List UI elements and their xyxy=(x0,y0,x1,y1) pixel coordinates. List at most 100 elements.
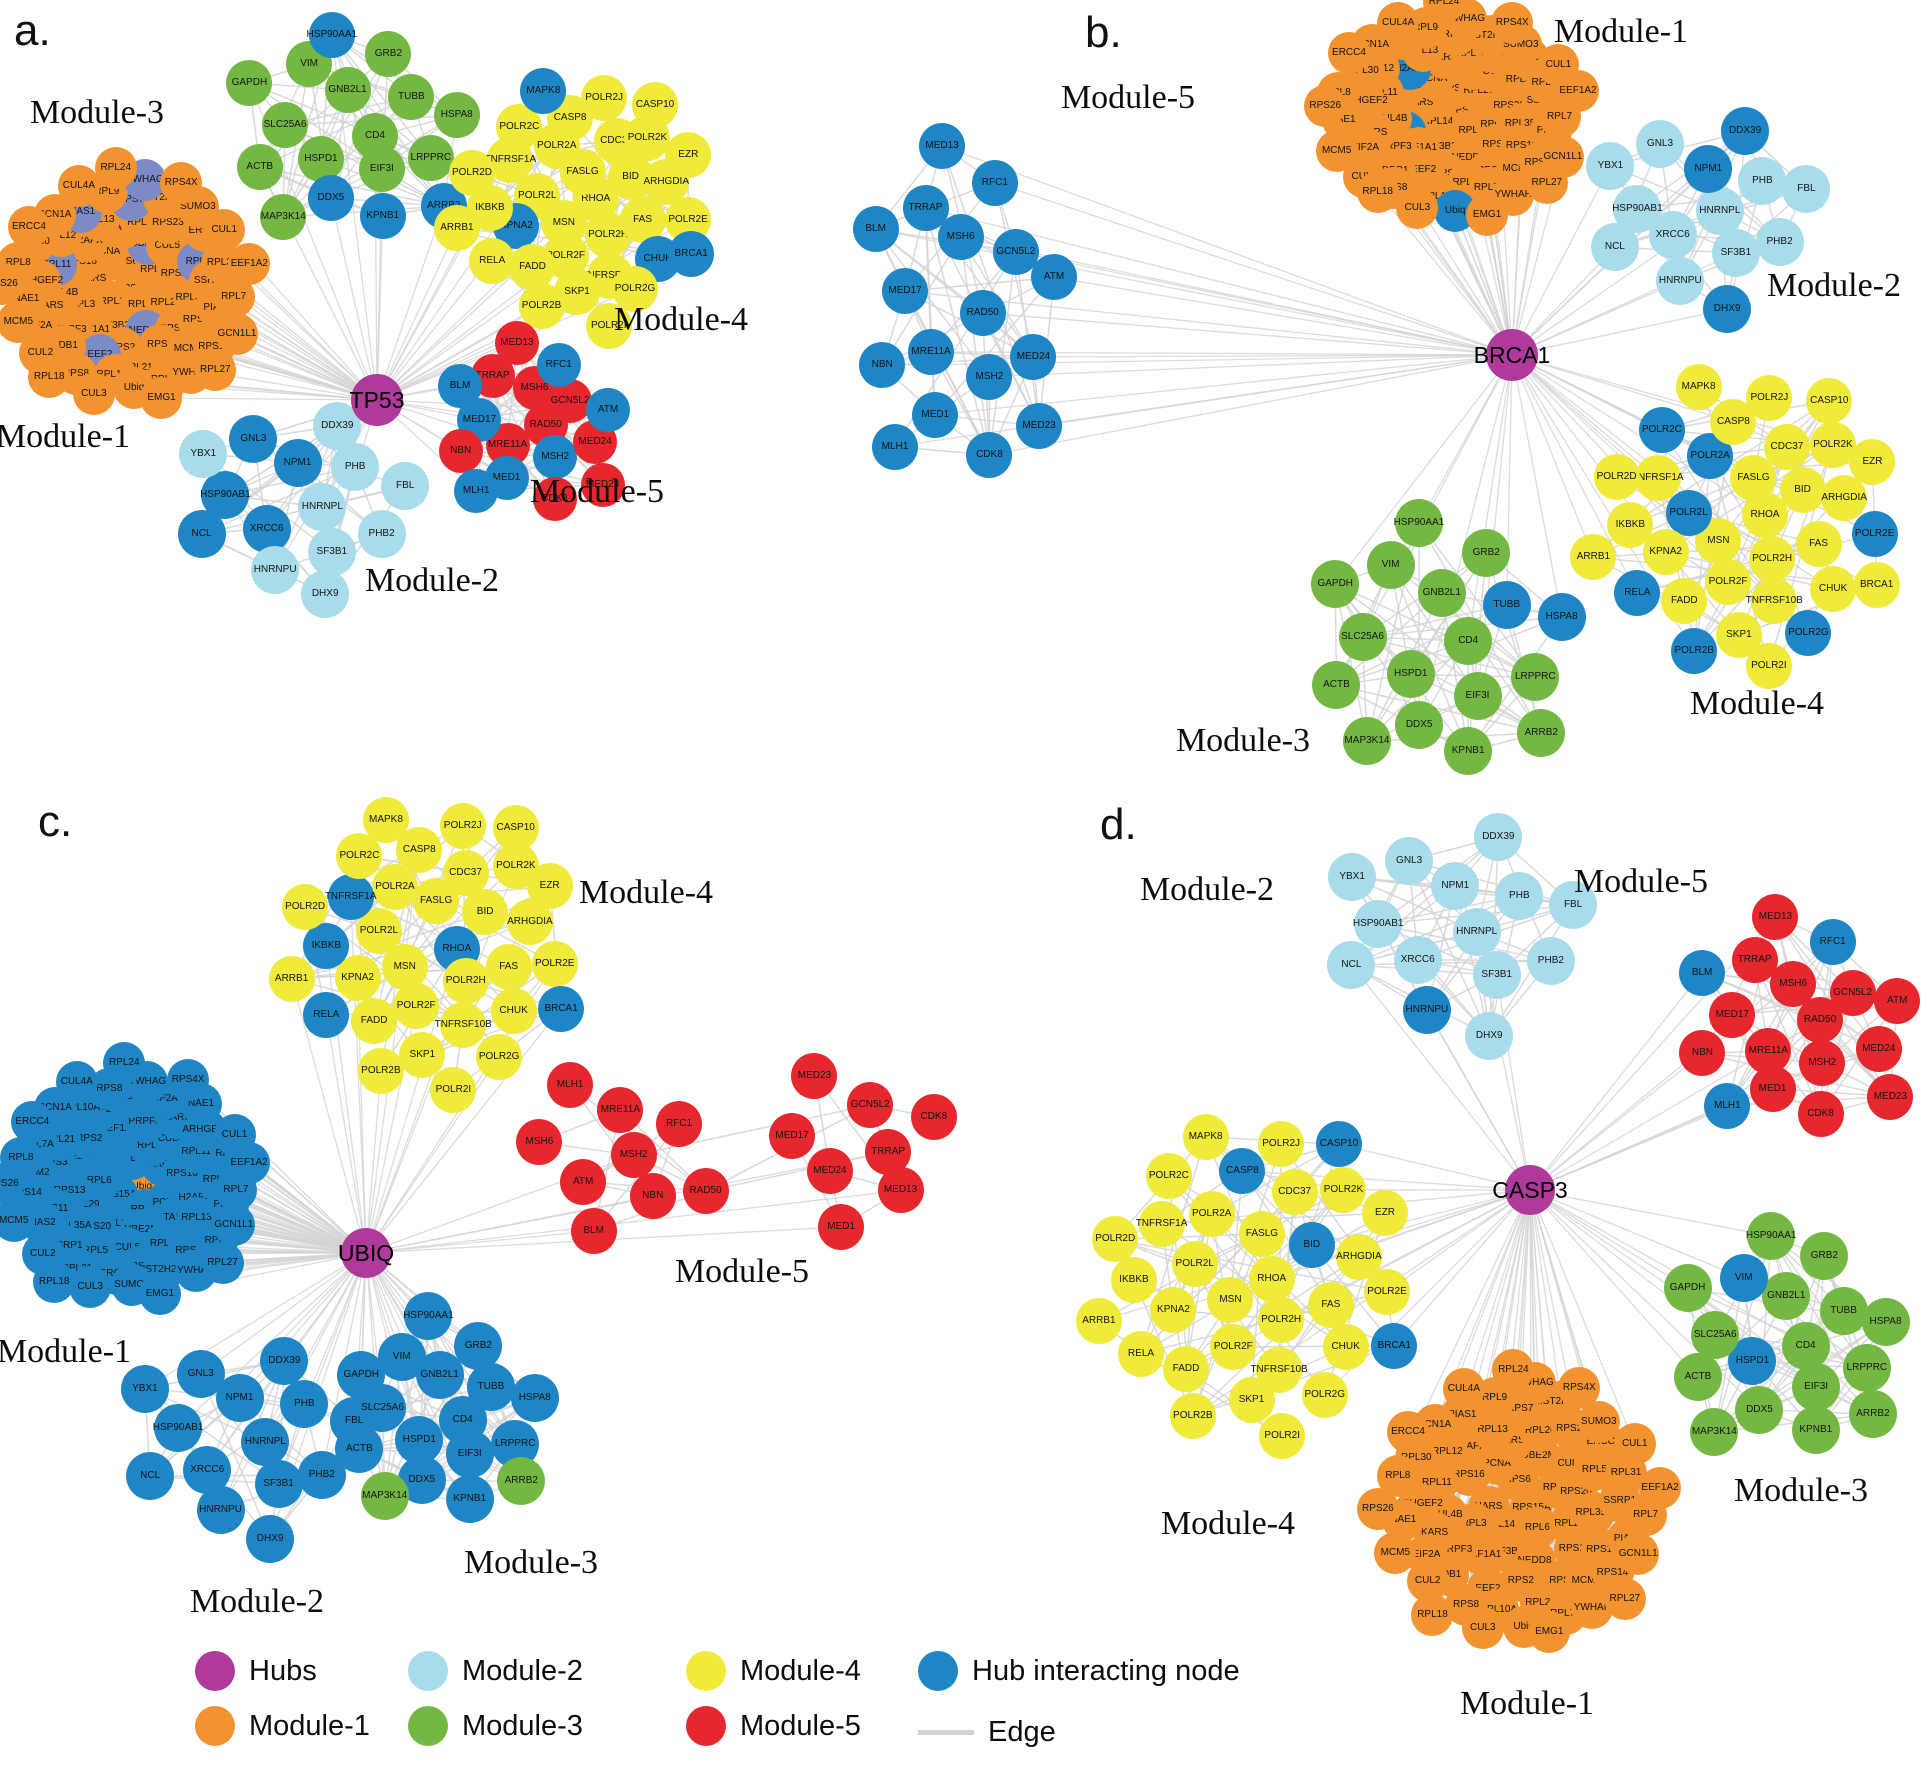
network-node[interactable]: RHOA xyxy=(1248,1256,1295,1303)
network-node[interactable]: DHX9 xyxy=(301,569,350,618)
module-caption[interactable]: Module-5 xyxy=(674,1253,810,1290)
network-node[interactable]: NCL xyxy=(1590,223,1639,272)
network-node[interactable]: RPL18 xyxy=(1356,170,1399,213)
network-node[interactable]: MSH6 xyxy=(937,214,984,261)
network-node[interactable]: TNFRSF1A xyxy=(1136,1200,1187,1247)
network-node[interactable]: GRB2 xyxy=(454,1321,503,1370)
network-node[interactable]: MAP3K14 xyxy=(1342,717,1391,766)
network-node[interactable]: ACTB xyxy=(1312,661,1361,710)
network-node[interactable]: POLR2C xyxy=(336,832,383,879)
network-node[interactable]: GCN5L2 xyxy=(847,1082,894,1129)
network-node[interactable]: ARRB1 xyxy=(433,205,480,252)
network-node[interactable]: CUL4A xyxy=(1377,2,1420,45)
network-node[interactable]: NBN xyxy=(859,342,906,389)
network-node[interactable]: POLR2A xyxy=(371,864,418,911)
network-node[interactable]: GAPDH xyxy=(1311,559,1360,608)
network-node[interactable]: TNFRSF1A xyxy=(1632,455,1684,502)
network-node[interactable]: BID xyxy=(1288,1222,1335,1269)
network-node[interactable]: POLR2B xyxy=(1169,1393,1216,1440)
network-node[interactable]: FAS xyxy=(1307,1282,1354,1329)
network-node[interactable]: NPM1 xyxy=(1431,862,1480,911)
network-node[interactable]: SF3B1 xyxy=(1711,228,1760,277)
network-node[interactable]: MLH1 xyxy=(871,423,918,470)
network-node[interactable]: PHB xyxy=(280,1380,329,1429)
network-node[interactable]: GNB2L1 xyxy=(324,67,371,114)
network-node[interactable]: MED24 xyxy=(1010,333,1057,380)
network-node[interactable]: SKP1 xyxy=(1228,1377,1275,1424)
network-node[interactable]: ERCC4 xyxy=(1387,1411,1430,1454)
network-node[interactable]: MRE11A xyxy=(908,328,955,375)
network-node[interactable]: KPNA2 xyxy=(1642,529,1689,576)
network-node[interactable]: MED24 xyxy=(1855,1026,1902,1073)
network-node[interactable]: GCN1L1 xyxy=(216,313,258,356)
network-node[interactable]: CD4 xyxy=(1444,616,1493,665)
module-caption[interactable]: Module-1 xyxy=(1459,1685,1595,1722)
network-node[interactable]: EZR xyxy=(1362,1190,1409,1237)
network-node[interactable]: BLM xyxy=(570,1207,617,1254)
network-node[interactable]: ARRB2 xyxy=(1848,1390,1897,1439)
network-node[interactable]: SLC25A6 xyxy=(262,102,308,149)
network-node[interactable]: TNFRSF10B xyxy=(1746,578,1803,625)
network-node[interactable]: MAP3K14 xyxy=(1690,1407,1739,1456)
network-node[interactable]: FBL xyxy=(1549,881,1598,930)
network-node[interactable]: POLR2J xyxy=(1746,374,1793,421)
network-node[interactable]: MAPK8 xyxy=(1182,1113,1229,1160)
network-node[interactable]: POLR2H xyxy=(1749,535,1796,582)
network-node[interactable]: RPL27 xyxy=(1525,162,1568,205)
network-node[interactable]: GCN1L1 xyxy=(1617,1532,1660,1575)
network-node[interactable]: POLR2G xyxy=(1785,609,1832,656)
legend-item-module-1[interactable]: Module-1 xyxy=(195,1706,370,1746)
network-node[interactable]: HNRNPU xyxy=(251,546,300,595)
network-node[interactable]: LRPPRC xyxy=(1842,1344,1891,1393)
network-node[interactable]: POLR2F xyxy=(1210,1324,1257,1370)
network-node[interactable]: HSPA8 xyxy=(510,1374,559,1423)
network-node[interactable]: FAS xyxy=(485,943,532,990)
network-node[interactable]: ARRB1 xyxy=(1570,534,1617,581)
network-node[interactable]: MAPK8 xyxy=(1675,363,1722,410)
network-node[interactable]: KPNB1 xyxy=(1791,1406,1840,1455)
network-node[interactable]: POLR2D xyxy=(1092,1216,1139,1263)
network-node[interactable]: NBN xyxy=(629,1173,676,1220)
network-node[interactable]: MCM5 xyxy=(0,300,40,343)
network-node[interactable]: POLR2G xyxy=(612,265,659,312)
network-node[interactable]: DDX39 xyxy=(1721,107,1770,156)
network-node[interactable]: MCM5 xyxy=(1315,129,1358,172)
network-node[interactable]: MAP3K14 xyxy=(260,193,307,240)
network-node[interactable]: HSP90AA1 xyxy=(403,1292,454,1341)
network-node[interactable]: PHB2 xyxy=(1755,218,1804,267)
network-node[interactable]: MSH2 xyxy=(1799,1040,1846,1087)
network-node[interactable]: GRB2 xyxy=(1462,528,1511,577)
network-node[interactable]: EIF3I xyxy=(1792,1363,1841,1412)
network-node[interactable]: DDX39 xyxy=(1474,812,1523,861)
network-node[interactable]: NCL xyxy=(1327,940,1376,989)
network-node[interactable]: NCL xyxy=(177,509,226,558)
network-node[interactable]: POLR2L xyxy=(1171,1240,1218,1287)
network-node[interactable]: RPS26 xyxy=(1304,85,1347,128)
network-node[interactable]: RAD50 xyxy=(682,1168,729,1215)
network-node[interactable]: POLR2D xyxy=(449,150,495,197)
legend-item-edge[interactable]: Edge xyxy=(918,1716,1056,1749)
network-node[interactable]: MED1 xyxy=(1749,1065,1796,1112)
module-caption[interactable]: Module-2 xyxy=(364,562,500,599)
network-node[interactable]: MED1 xyxy=(818,1203,865,1250)
panel-letter[interactable]: d. xyxy=(1100,800,1137,849)
network-node[interactable]: HNRNPL xyxy=(1695,186,1744,235)
network-node[interactable]: POLR2L xyxy=(1665,489,1712,536)
network-node[interactable]: DDX5 xyxy=(307,174,354,221)
network-node[interactable]: RFC1 xyxy=(971,159,1018,206)
network-node[interactable]: VIM xyxy=(1719,1254,1768,1303)
network-node[interactable]: GNB2L1 xyxy=(1417,568,1466,617)
network-node[interactable]: MED23 xyxy=(1016,403,1063,450)
network-node[interactable]: ATM xyxy=(1030,254,1077,301)
network-node[interactable]: CUL4A xyxy=(57,164,100,207)
network-node[interactable]: EZR xyxy=(526,863,573,910)
network-node[interactable]: IKBKB xyxy=(303,923,350,970)
network-node[interactable]: GAPDH xyxy=(337,1351,386,1400)
network-node[interactable]: CUL3 xyxy=(1396,186,1439,229)
network-node[interactable]: FADD xyxy=(351,997,398,1044)
network-node[interactable]: BLM xyxy=(1679,949,1726,996)
network-node[interactable]: YBX1 xyxy=(1586,141,1635,190)
network-node[interactable]: FASLG xyxy=(1238,1210,1285,1257)
network-node[interactable]: HSP90AA1 xyxy=(1394,499,1444,548)
network-node[interactable]: KPNA2 xyxy=(334,955,381,1002)
